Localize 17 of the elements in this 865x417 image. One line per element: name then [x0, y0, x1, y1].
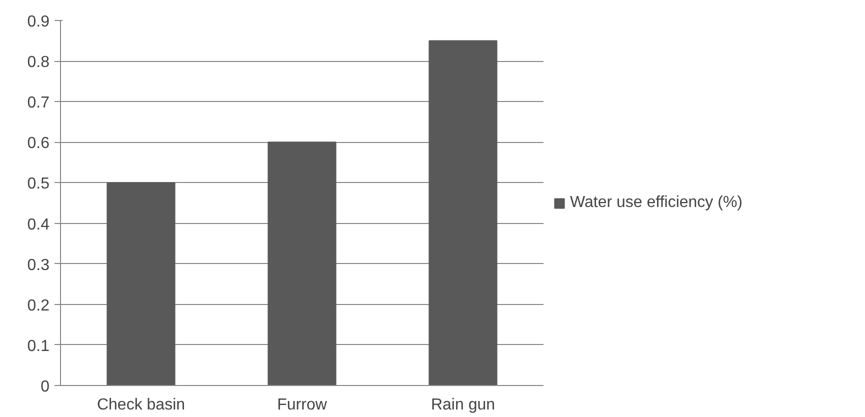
y-tick-label: 0.7	[27, 94, 50, 112]
y-tick-label: 0.5	[27, 176, 50, 193]
x-tick-label: Furrow	[277, 396, 328, 414]
y-tick-label: 0.6	[27, 135, 50, 152]
bar	[268, 142, 336, 386]
y-tick-label: 0.3	[27, 256, 50, 274]
y-tick-label: 0.1	[27, 338, 50, 355]
y-tick-label: 0.2	[27, 297, 50, 314]
bar	[106, 182, 176, 386]
y-tick-label: 0	[40, 378, 50, 396]
y-tick-label: 0.8	[27, 54, 50, 72]
bar	[428, 40, 498, 386]
x-tick-label: Rain gun	[430, 396, 496, 414]
y-tick-label: 0.4	[27, 216, 50, 234]
x-tick-label: Check basin	[96, 396, 186, 414]
y-tick-label: 0.9	[27, 14, 50, 30]
legend-label: Water use efficiency (%)	[570, 194, 742, 212]
